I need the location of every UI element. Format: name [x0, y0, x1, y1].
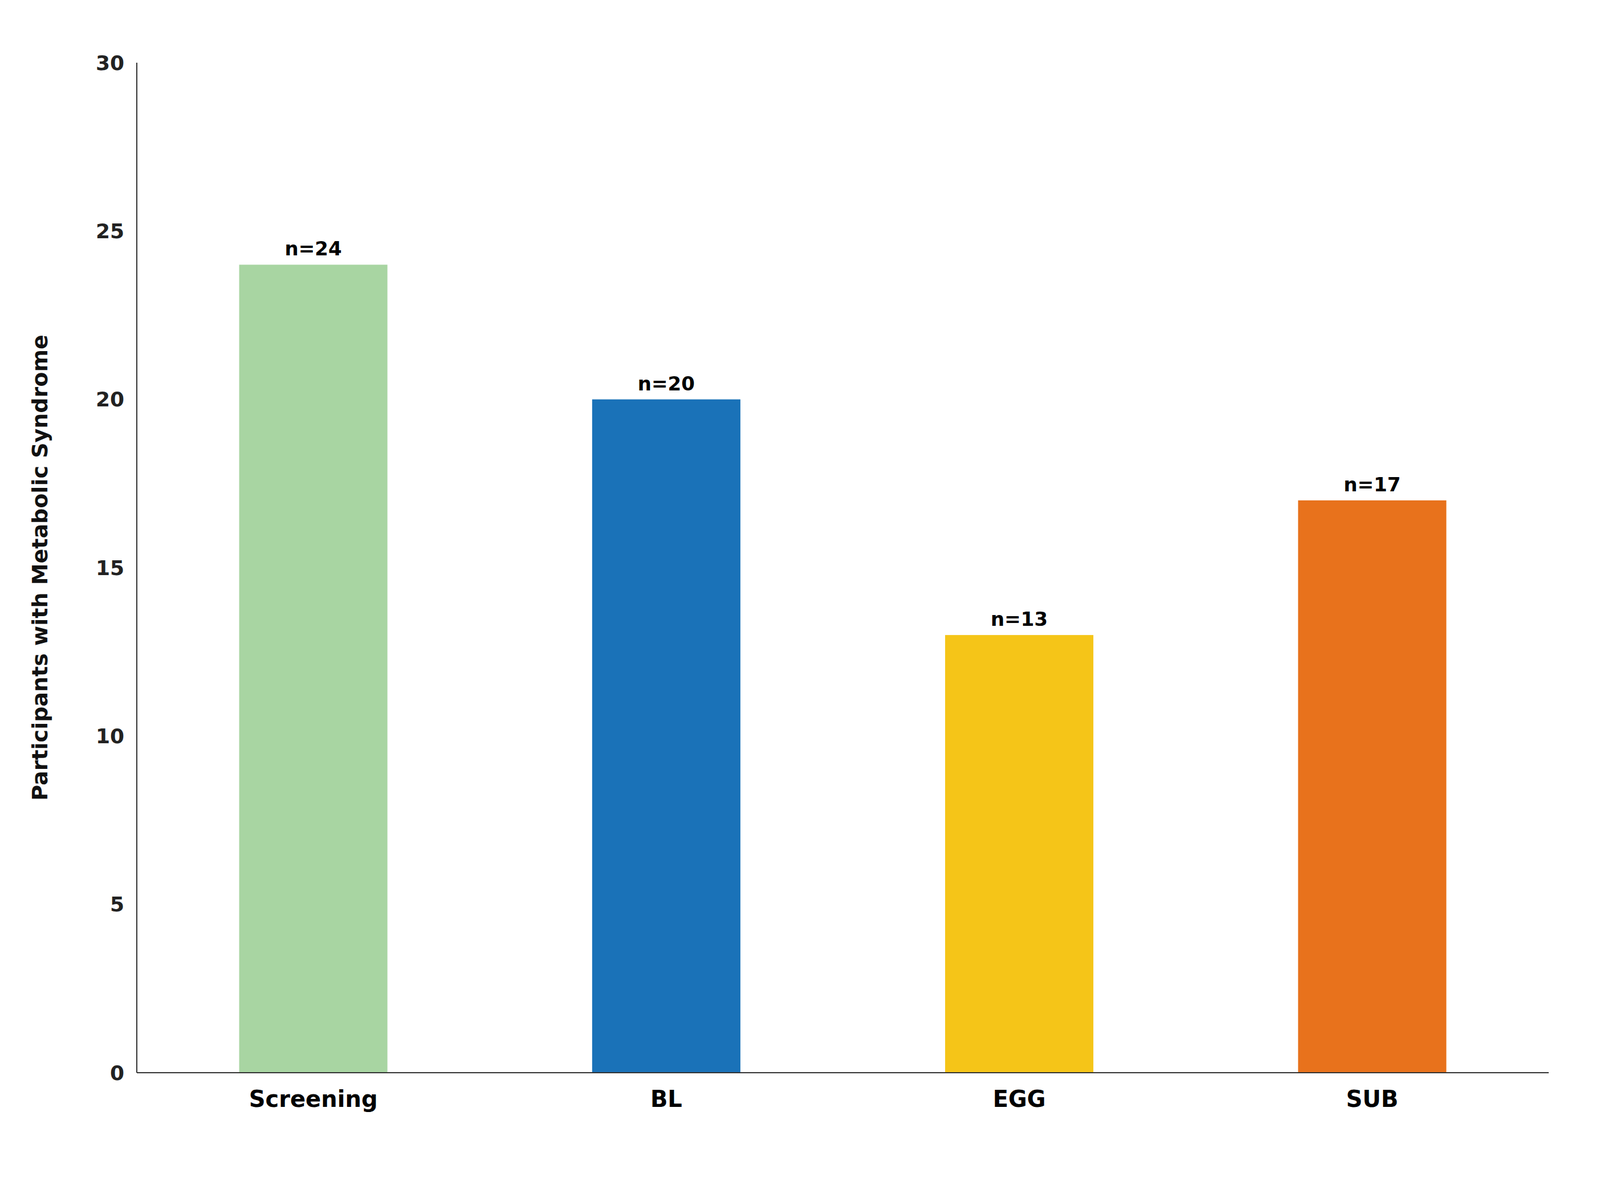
x-tick-label: BL [650, 1085, 683, 1113]
y-axis-line [136, 62, 138, 1073]
data-label: n=20 [637, 372, 695, 396]
y-tick-label: 30 [95, 51, 125, 75]
y-axis-label: Participants with Metabolic Syndrome [27, 334, 53, 801]
bar [1297, 500, 1447, 1073]
bar [592, 399, 741, 1073]
data-label: n=24 [285, 237, 343, 260]
y-tick-label: 10 [95, 724, 125, 748]
x-tick-label: SUB [1345, 1085, 1399, 1113]
chart: 0 5 10 15 20 25 30 Participants with Metabolic … [0, 0, 1600, 1181]
y-tick-label: 15 [95, 556, 125, 580]
bars [239, 264, 1447, 1073]
y-tick-label: 0 [110, 1061, 125, 1085]
y-tick-label: 5 [110, 892, 125, 916]
data-label: n=13 [990, 607, 1048, 631]
x-tick-label: Screening [249, 1085, 378, 1113]
y-axis: 0 5 10 15 20 25 30 [95, 51, 125, 1085]
bar [239, 264, 388, 1073]
chart-container: 0 5 10 15 20 25 30 Participants with Metabolic … [0, 0, 1600, 1181]
x-axis-line [136, 1072, 1549, 1074]
y-tick-label: 25 [95, 219, 125, 243]
x-axis: Screening BL EGG SUB [249, 1085, 1399, 1113]
x-tick-label: EGG [992, 1085, 1046, 1113]
data-labels: n=24 n=20 n=13 n=17 [285, 237, 1402, 631]
bar [945, 634, 1094, 1073]
data-label: n=17 [1343, 473, 1401, 496]
y-tick-label: 20 [95, 387, 125, 411]
